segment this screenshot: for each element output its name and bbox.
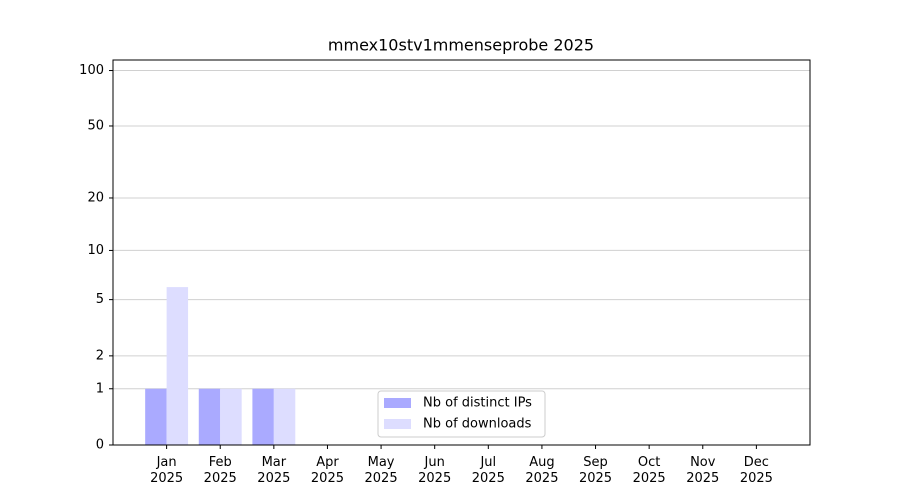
y-tick-label: 1: [96, 381, 104, 396]
x-tick-label: Mar 2025: [257, 455, 290, 486]
y-tick-label: 0: [96, 438, 104, 453]
plot-frame: [112, 59, 811, 446]
bar: [166, 287, 189, 445]
chart-title: mmex10stv1mmenseprobe 2025: [328, 36, 594, 55]
y-tick-label: 2: [96, 348, 104, 363]
y-tick-label: 5: [96, 292, 104, 307]
bar: [220, 388, 242, 445]
legend-box: [377, 390, 546, 438]
y-tick-label: 20: [87, 190, 104, 205]
x-tick-label: Jun 2025: [418, 455, 451, 486]
x-tick-label: Oct 2025: [633, 455, 666, 486]
y-tick-label: 50: [87, 118, 104, 133]
x-tick-label: May 2025: [365, 455, 398, 486]
x-tick-label: Aug 2025: [525, 455, 558, 486]
bar: [145, 388, 167, 445]
x-tick-label: Apr 2025: [311, 455, 344, 486]
y-tick-label: 100: [79, 63, 104, 78]
legend-label: Nb of downloads: [423, 417, 532, 432]
legend-swatch: [384, 398, 411, 408]
legend-label: Nb of distinct IPs: [423, 396, 532, 411]
y-tick-label: 10: [87, 243, 104, 258]
legend-swatch: [384, 419, 411, 429]
x-tick-label: Feb 2025: [204, 455, 237, 486]
x-tick-label: Jan 2025: [150, 455, 183, 486]
x-tick-label: Sep 2025: [579, 455, 612, 486]
bar: [273, 388, 296, 445]
bar: [198, 388, 221, 445]
bar: [252, 388, 274, 445]
x-tick-label: Jul 2025: [472, 455, 505, 486]
x-tick-label: Dec 2025: [740, 455, 773, 486]
x-tick-label: Nov 2025: [686, 455, 719, 486]
